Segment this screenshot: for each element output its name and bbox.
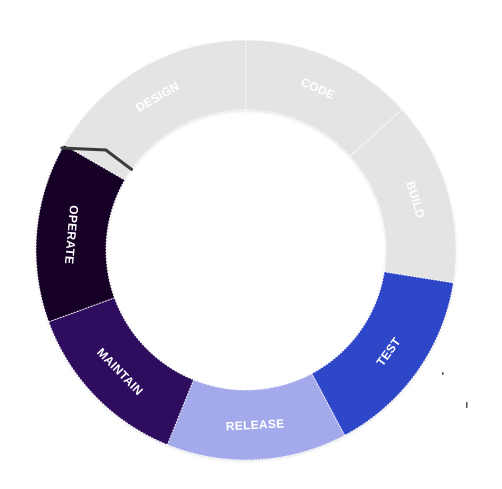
- speck-mark: [442, 372, 444, 375]
- segment-design[interactable]: [63, 39, 247, 181]
- label-operate: OPERATE: [62, 205, 81, 265]
- segment-build[interactable]: [349, 108, 457, 284]
- segment-code[interactable]: [245, 39, 403, 158]
- label-release: RELEASE: [225, 416, 284, 433]
- ring: [35, 39, 457, 461]
- speck-mark: [466, 402, 468, 408]
- accent-edge: [60, 146, 133, 171]
- segment-test[interactable]: [311, 271, 454, 437]
- segment-maintain[interactable]: [48, 297, 195, 446]
- segment-release[interactable]: [166, 372, 346, 461]
- segment-operate[interactable]: [35, 144, 126, 323]
